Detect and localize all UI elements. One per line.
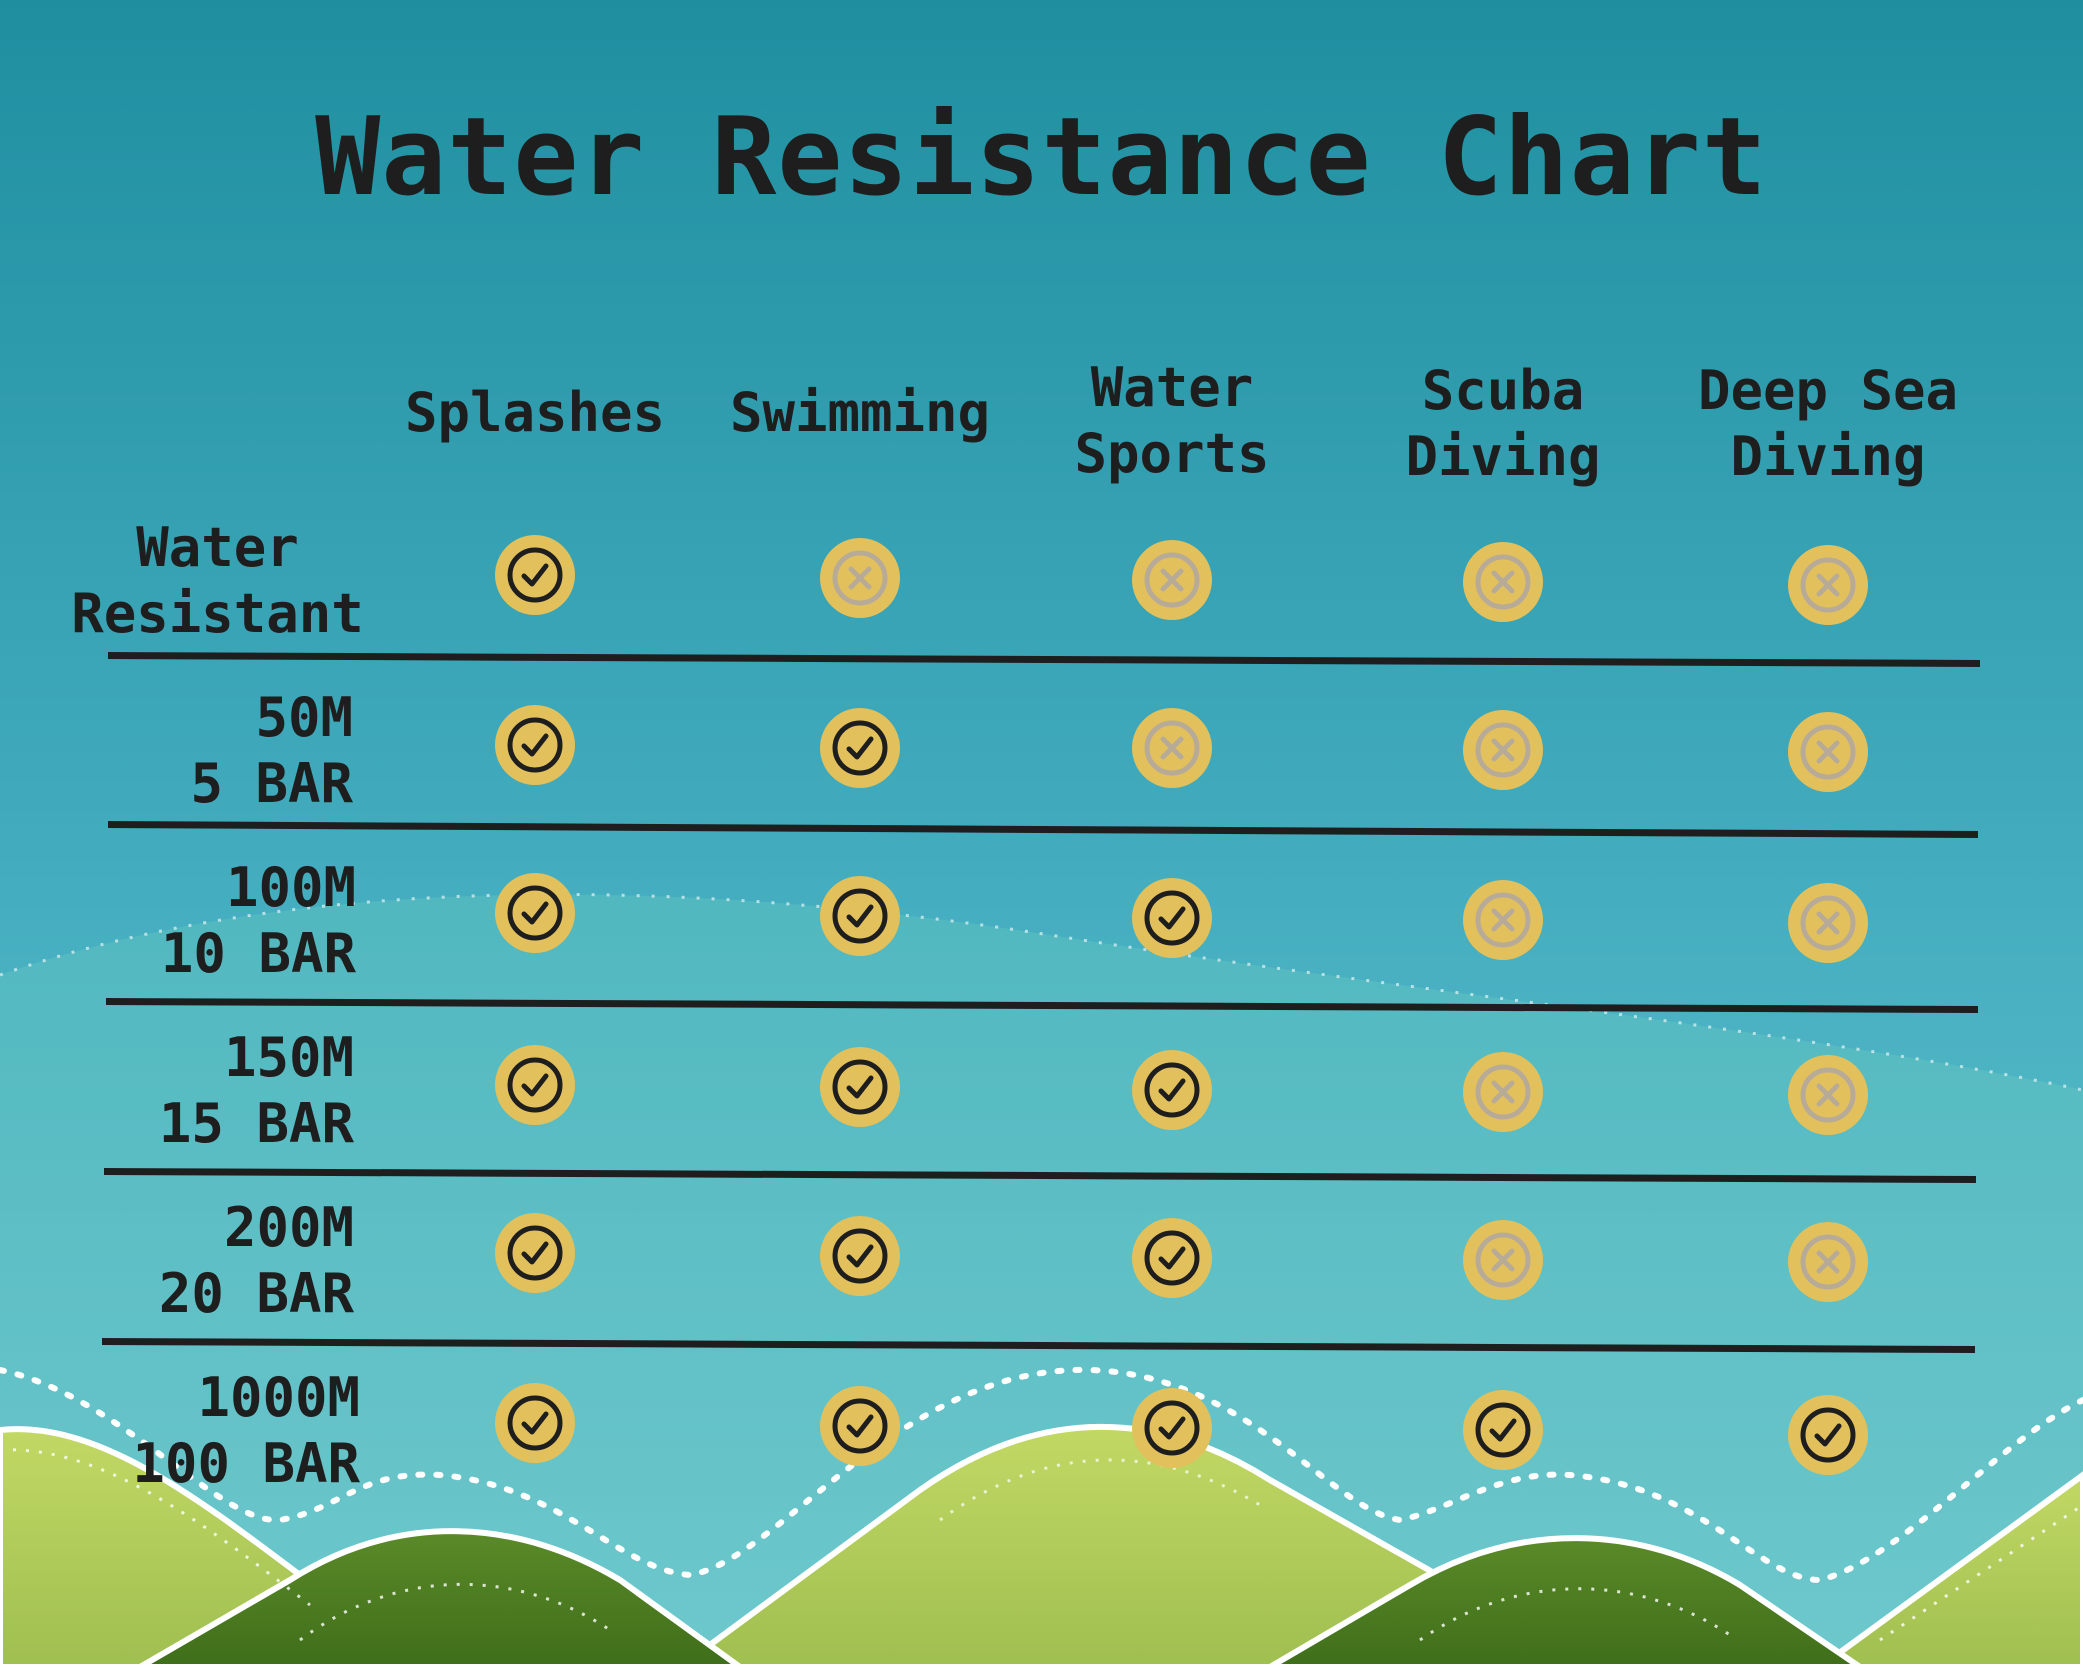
row-header-label: 150M [223,1026,354,1089]
column-header-label: Diving [1730,425,1926,488]
x-icon [1463,880,1543,960]
column-header: Swimming [710,380,1010,446]
check-icon [495,873,575,953]
x-icon [1463,1220,1543,1300]
column-header-label: Diving [1405,425,1601,488]
row-header: Water Resistant [65,515,370,647]
check-icon [820,1047,900,1127]
x-icon [1788,1222,1868,1302]
check-icon [1788,1395,1868,1475]
check-icon [1463,1390,1543,1470]
column-header-label: Sports [1074,422,1270,485]
check-icon [820,708,900,788]
column-header-label: Deep Sea [1697,359,1959,422]
check-icon [1132,1388,1212,1468]
x-icon [1788,1055,1868,1135]
column-header-label: Splashes [404,381,666,444]
row-header-label: Resistant [71,582,364,645]
row-header-label: 5 BAR [190,752,353,815]
page-title: Water Resistance Chart [315,95,1768,220]
row-header-label: 15 BAR [158,1092,354,1155]
check-icon [1132,878,1212,958]
row-header-label: 50M [255,686,353,749]
check-icon [495,1045,575,1125]
row-header: 1000M 100 BAR [60,1365,360,1497]
row-header: 200M 20 BAR [60,1195,354,1327]
check-icon [495,1383,575,1463]
column-header-label: Swimming [729,381,991,444]
check-icon [495,535,575,615]
row-header: 150M 15 BAR [60,1025,354,1157]
check-icon [1132,1218,1212,1298]
column-header: Deep Sea Diving [1678,358,1978,490]
column-header-label: Water [1090,356,1254,419]
x-icon [820,538,900,618]
row-header-label: Water [136,516,299,579]
column-header: Scuba Diving [1353,358,1653,490]
check-icon [820,1386,900,1466]
row-header-label: 10 BAR [160,922,356,985]
x-icon [1463,542,1543,622]
x-icon [1788,545,1868,625]
row-header-label: 20 BAR [158,1262,354,1325]
check-icon [1132,1050,1212,1130]
column-header: Splashes [385,380,685,446]
x-icon [1788,712,1868,792]
row-header: 50M 5 BAR [60,685,353,817]
row-header-label: 1000M [197,1366,360,1429]
check-icon [495,1213,575,1293]
x-icon [1132,708,1212,788]
check-icon [495,705,575,785]
check-icon [820,1216,900,1296]
row-header-label: 200M [223,1196,354,1259]
x-icon [1788,883,1868,963]
row-header: 100M 10 BAR [60,855,356,987]
column-header: Water Sports [1022,355,1322,487]
x-icon [1463,710,1543,790]
x-icon [1463,1052,1543,1132]
column-header-label: Scuba [1421,359,1585,422]
row-header-label: 100M [225,856,356,919]
check-icon [820,876,900,956]
x-icon [1132,540,1212,620]
row-header-label: 100 BAR [132,1432,360,1495]
